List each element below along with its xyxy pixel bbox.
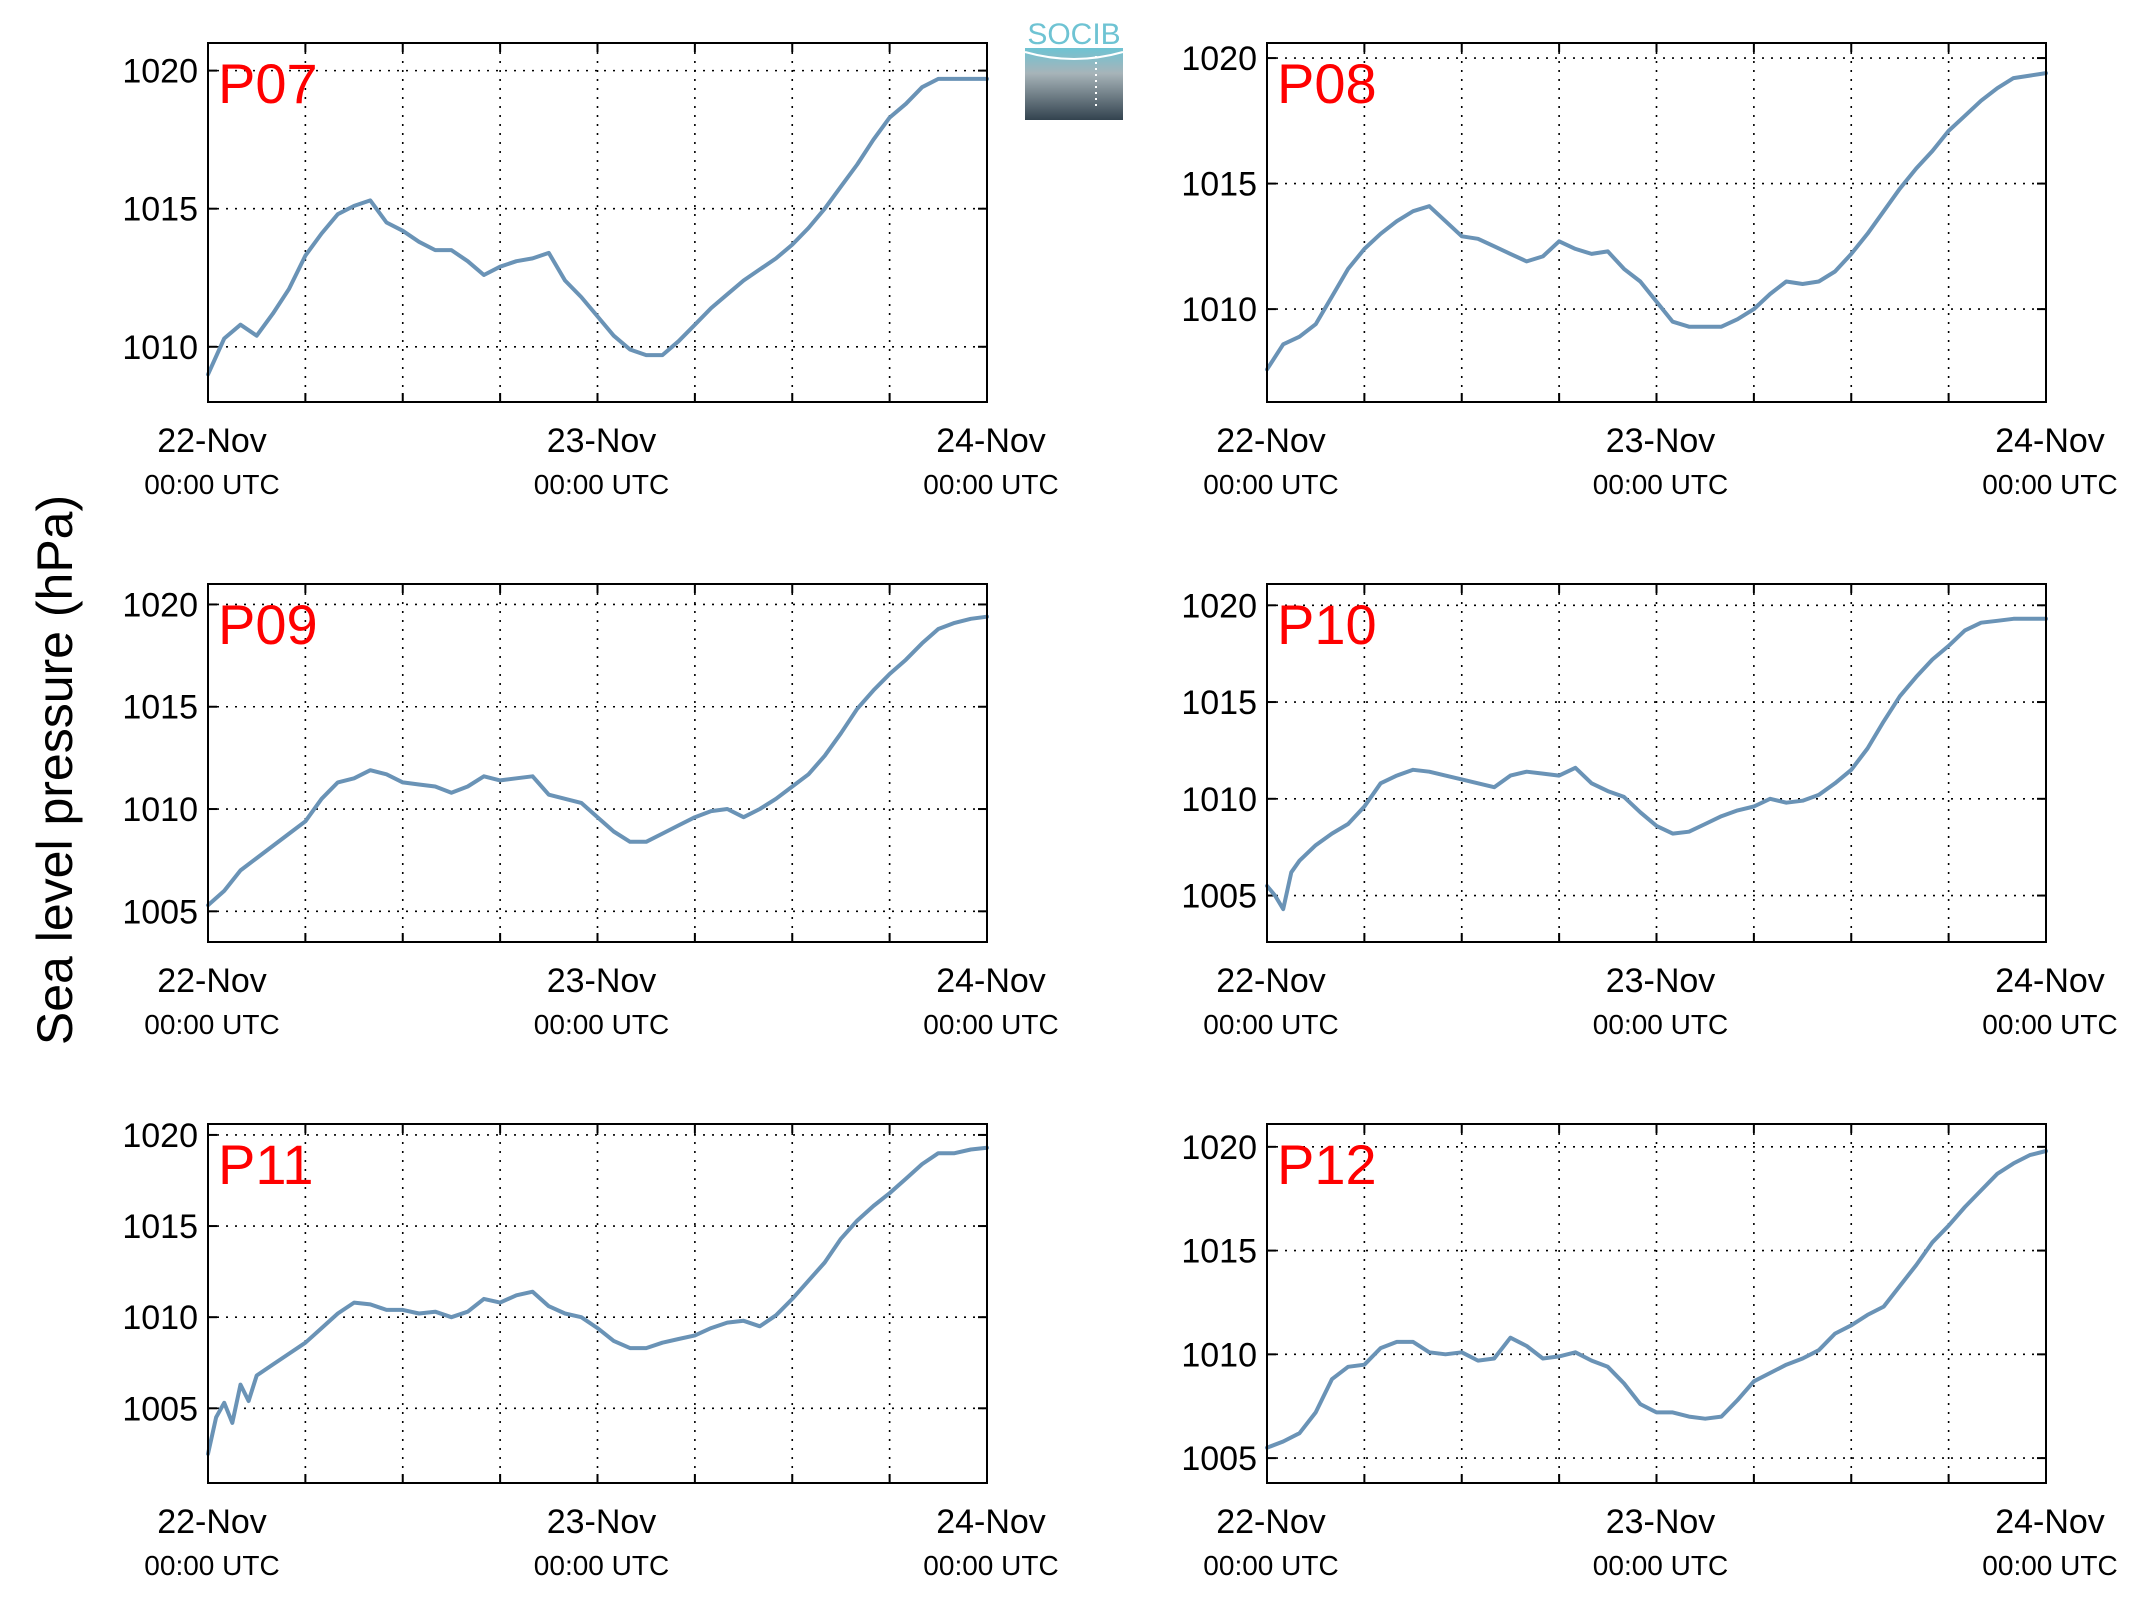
series-line — [1265, 71, 2048, 372]
x-tick-label-date: 23-Nov — [547, 422, 657, 460]
x-tick-label-time: 00:00 UTC — [534, 1550, 669, 1581]
x-tick-label-date: 23-Nov — [1606, 1503, 1716, 1541]
x-tick-label-date: 22-Nov — [157, 422, 267, 460]
y-tick-label: 1015 — [1181, 684, 1257, 722]
y-tick-label: 1010 — [1181, 781, 1257, 819]
panel-p12: 1005 1010 1015 1020 22-Nov 00:00 UTC 23-Nov 00:… — [1181, 1123, 2118, 1581]
y-tick-label: 1020 — [1181, 1129, 1257, 1167]
x-tick-label-time: 00:00 UTC — [1593, 469, 1728, 500]
axes-frame — [207, 583, 988, 943]
socib-logo-text: SOCIB — [1027, 18, 1120, 51]
x-tick-label-date: 24-Nov — [1995, 422, 2105, 460]
x-tick-label-date: 22-Nov — [157, 1503, 267, 1541]
x-tick-label-time: 00:00 UTC — [1203, 469, 1338, 500]
y-tick-label: 1020 — [122, 53, 198, 91]
x-tick-label-time: 00:00 UTC — [1203, 1009, 1338, 1040]
x-tick-label-date: 24-Nov — [936, 962, 1046, 1000]
panel-p08: 1010 1015 1020 22-Nov 00:00 UTC 23-Nov 00:00 U… — [1181, 40, 2117, 500]
y-tick-label: 1010 — [1181, 1336, 1257, 1374]
x-tick-label-time: 00:00 UTC — [1982, 1009, 2117, 1040]
x-tick-label-time: 00:00 UTC — [1203, 1550, 1338, 1581]
y-tick-label: 1015 — [1181, 166, 1257, 204]
panel-label: P08 — [1277, 52, 1377, 115]
socib-logo: SOCIB — [1024, 18, 1124, 120]
x-tick-label-date: 23-Nov — [1606, 422, 1716, 460]
x-tick-label-time: 00:00 UTC — [923, 1550, 1058, 1581]
y-tick-label: 1015 — [1181, 1233, 1257, 1271]
axes-frame — [1266, 1123, 2047, 1484]
panel-label: P07 — [218, 52, 318, 115]
panel-label: P11 — [218, 1133, 313, 1196]
y-tick-label: 1005 — [1181, 1440, 1257, 1478]
series-line — [206, 1145, 989, 1456]
x-tick-label-date: 24-Nov — [1995, 1503, 2105, 1541]
x-tick-label-time: 00:00 UTC — [144, 1009, 279, 1040]
x-tick-label-date: 22-Nov — [1216, 422, 1326, 460]
y-axis-label: Sea level pressure (hPa) — [27, 495, 83, 1045]
y-tick-label: 1005 — [122, 1390, 198, 1428]
x-tick-label-date: 24-Nov — [936, 1503, 1046, 1541]
y-tick-label: 1005 — [122, 893, 198, 931]
x-tick-label-date: 22-Nov — [1216, 1503, 1326, 1541]
y-tick-label: 1005 — [1181, 878, 1257, 916]
panel-p07: 1010 1015 1020 22-Nov 00:00 UTC 23-Nov 00:00 U… — [122, 42, 1059, 500]
axes-frame — [207, 1123, 988, 1484]
panels: 1010 1015 1020 22-Nov 00:00 UTC 23-Nov 00:00 U… — [122, 40, 2117, 1581]
y-tick-label: 1015 — [122, 689, 198, 727]
y-tick-label: 1010 — [122, 1299, 198, 1337]
x-tick-label-date: 24-Nov — [1995, 962, 2105, 1000]
axes-frame — [1266, 583, 2047, 943]
y-tick-label: 1010 — [1181, 291, 1257, 329]
x-tick-label-time: 00:00 UTC — [923, 1009, 1058, 1040]
axes-frame — [1266, 42, 2047, 403]
y-tick-label: 1020 — [1181, 40, 1257, 78]
series-line — [206, 76, 989, 377]
x-tick-label-time: 00:00 UTC — [534, 1009, 669, 1040]
axes-frame — [207, 42, 988, 403]
x-tick-label-time: 00:00 UTC — [534, 469, 669, 500]
y-tick-label: 1015 — [122, 191, 198, 229]
x-tick-label-date: 22-Nov — [1216, 962, 1326, 1000]
panel-label: P09 — [218, 593, 318, 656]
y-tick-label: 1020 — [122, 1117, 198, 1155]
x-tick-label-date: 23-Nov — [547, 962, 657, 1000]
panel-p11: 1005 1010 1015 1020 22-Nov 00:00 UTC 23-Nov 00:… — [122, 1117, 1058, 1581]
series-line — [1265, 616, 2048, 912]
panel-label: P10 — [1277, 593, 1377, 656]
x-tick-label-time: 00:00 UTC — [1593, 1550, 1728, 1581]
series-line — [206, 614, 989, 908]
x-tick-label-time: 00:00 UTC — [923, 469, 1058, 500]
socib-logo-waterline — [1024, 51, 1124, 60]
panel-label: P12 — [1277, 1133, 1377, 1196]
x-tick-label-time: 00:00 UTC — [1982, 469, 2117, 500]
panel-p09: 1005 1010 1015 1020 22-Nov 00:00 UTC 23-Nov 00:… — [122, 583, 1059, 1040]
x-tick-label-time: 00:00 UTC — [1982, 1550, 2117, 1581]
y-tick-label: 1010 — [122, 329, 198, 367]
x-tick-label-time: 00:00 UTC — [1593, 1009, 1728, 1040]
y-tick-label: 1010 — [122, 791, 198, 829]
x-tick-label-time: 00:00 UTC — [144, 1550, 279, 1581]
y-tick-label: 1015 — [122, 1208, 198, 1246]
y-tick-label: 1020 — [1181, 587, 1257, 625]
series-line — [1265, 1149, 2048, 1450]
x-tick-label-date: 24-Nov — [936, 422, 1046, 460]
x-tick-label-date: 23-Nov — [1606, 962, 1716, 1000]
panel-p10: 1005 1010 1015 1020 22-Nov 00:00 UTC 23-Nov 00:… — [1181, 583, 2118, 1040]
x-tick-label-time: 00:00 UTC — [144, 469, 279, 500]
x-tick-label-date: 22-Nov — [157, 962, 267, 1000]
x-tick-label-date: 23-Nov — [547, 1503, 657, 1541]
y-tick-label: 1020 — [122, 586, 198, 624]
